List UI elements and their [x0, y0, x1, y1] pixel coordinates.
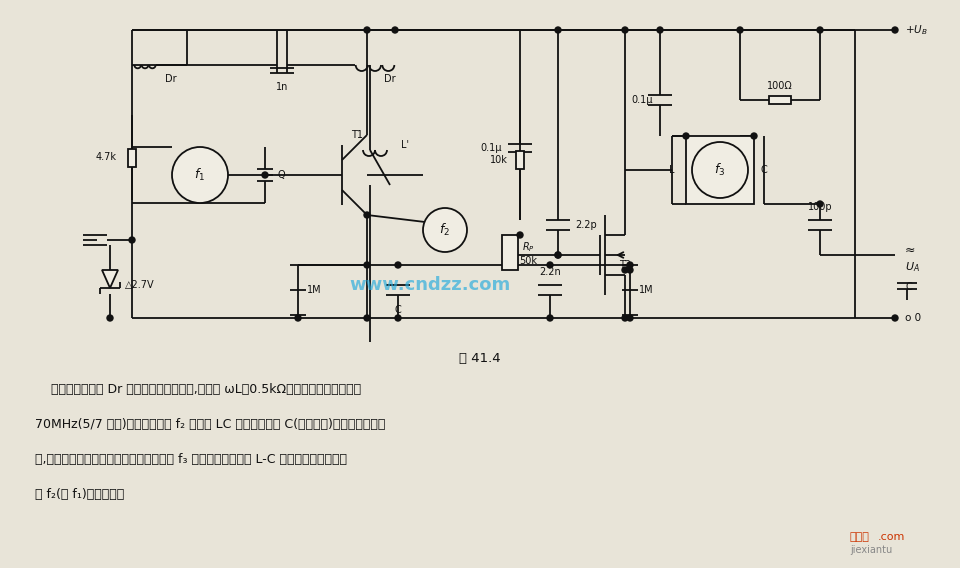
Text: +$U_B$: +$U_B$ [905, 23, 927, 37]
Text: 的 f₂(或 f₁)的倍频上。: 的 f₂(或 f₁)的倍频上。 [35, 488, 124, 501]
Polygon shape [102, 270, 118, 288]
Text: T2: T2 [619, 260, 631, 270]
Circle shape [172, 147, 228, 203]
Text: 1M: 1M [306, 285, 322, 295]
Circle shape [392, 27, 398, 33]
Text: Dr: Dr [384, 74, 396, 84]
Circle shape [423, 208, 467, 252]
Circle shape [364, 27, 370, 33]
Text: C: C [905, 282, 912, 292]
Circle shape [555, 252, 561, 258]
Circle shape [517, 232, 523, 238]
Circle shape [395, 262, 401, 268]
Text: o 0: o 0 [905, 313, 922, 323]
Text: jiexiantu: jiexiantu [850, 545, 892, 555]
Circle shape [364, 315, 370, 321]
Text: L: L [669, 165, 675, 175]
Circle shape [364, 262, 370, 268]
Circle shape [555, 252, 561, 258]
Text: $U_A$: $U_A$ [905, 260, 920, 274]
Text: 0.1μ: 0.1μ [481, 143, 502, 153]
Circle shape [547, 315, 553, 321]
Text: $f_3$: $f_3$ [714, 162, 726, 178]
Circle shape [692, 142, 748, 198]
Text: 4.7k: 4.7k [96, 152, 117, 162]
Bar [516, 151, 524, 169]
Circle shape [622, 267, 628, 273]
Bar [502, 235, 518, 270]
Text: 2.2p: 2.2p [575, 220, 597, 230]
Text: C: C [760, 165, 767, 175]
Text: L': L' [401, 140, 409, 150]
Text: www.cndzz.com: www.cndzz.com [349, 276, 511, 294]
Text: T1: T1 [351, 130, 363, 140]
Bar [769, 96, 791, 104]
Text: 10k: 10k [491, 155, 508, 165]
Circle shape [262, 172, 268, 178]
Text: 图 41.4: 图 41.4 [459, 352, 501, 365]
Text: 该电路中扼流圈 Dr 根振频率范围来选择,以保证 ωL＞0.5kΩ。石英晶体频率可选到: 该电路中扼流圈 Dr 根振频率范围来选择,以保证 ωL＞0.5kΩ。石英晶体频率… [35, 383, 361, 396]
Text: $f_1$: $f_1$ [195, 167, 205, 183]
Circle shape [737, 27, 743, 33]
Text: Q: Q [277, 170, 285, 180]
Text: $f_2$: $f_2$ [440, 222, 450, 238]
Text: $R_P$: $R_P$ [521, 241, 535, 254]
Circle shape [892, 27, 898, 33]
Circle shape [817, 27, 823, 33]
Text: C: C [395, 305, 401, 315]
Text: 0.1μ: 0.1μ [632, 95, 653, 105]
Circle shape [892, 315, 898, 321]
Bar [128, 148, 136, 166]
Text: 50k: 50k [519, 256, 537, 265]
Circle shape [395, 315, 401, 321]
Text: 70MHz(5/7 泛音)。在此频率下 f₂ 决定于 LC 回路参数。在 C(吸收回路)上形成较高的电: 70MHz(5/7 泛音)。在此频率下 f₂ 决定于 LC 回路参数。在 C(吸… [35, 418, 385, 431]
Text: 捷线图: 捷线图 [850, 532, 870, 542]
Circle shape [364, 212, 370, 218]
Circle shape [547, 262, 553, 268]
Circle shape [622, 27, 628, 33]
Circle shape [555, 27, 561, 33]
Circle shape [129, 237, 135, 243]
Circle shape [627, 262, 633, 268]
Text: 100Ω: 100Ω [767, 81, 793, 91]
Text: ≈: ≈ [905, 244, 916, 257]
Circle shape [295, 315, 301, 321]
Text: .com: .com [878, 532, 905, 542]
Circle shape [751, 133, 757, 139]
Text: 1M: 1M [638, 285, 654, 295]
Circle shape [627, 267, 633, 273]
Circle shape [657, 27, 663, 33]
Text: △2.7V: △2.7V [125, 280, 155, 290]
Circle shape [817, 201, 823, 207]
Circle shape [107, 315, 113, 321]
Text: 1n: 1n [276, 82, 288, 92]
Text: Dr: Dr [165, 74, 177, 84]
Text: 压,以控制后接的晶体管。在输出端的频率 f₃ 可通过选择适当的 L-C 值使之调整到所希望: 压,以控制后接的晶体管。在输出端的频率 f₃ 可通过选择适当的 L-C 值使之调… [35, 453, 347, 466]
Circle shape [622, 315, 628, 321]
Bar [686, 136, 754, 204]
Circle shape [683, 133, 689, 139]
Circle shape [627, 315, 633, 321]
Text: 2.2n: 2.2n [540, 267, 561, 277]
Text: 100p: 100p [807, 202, 832, 212]
